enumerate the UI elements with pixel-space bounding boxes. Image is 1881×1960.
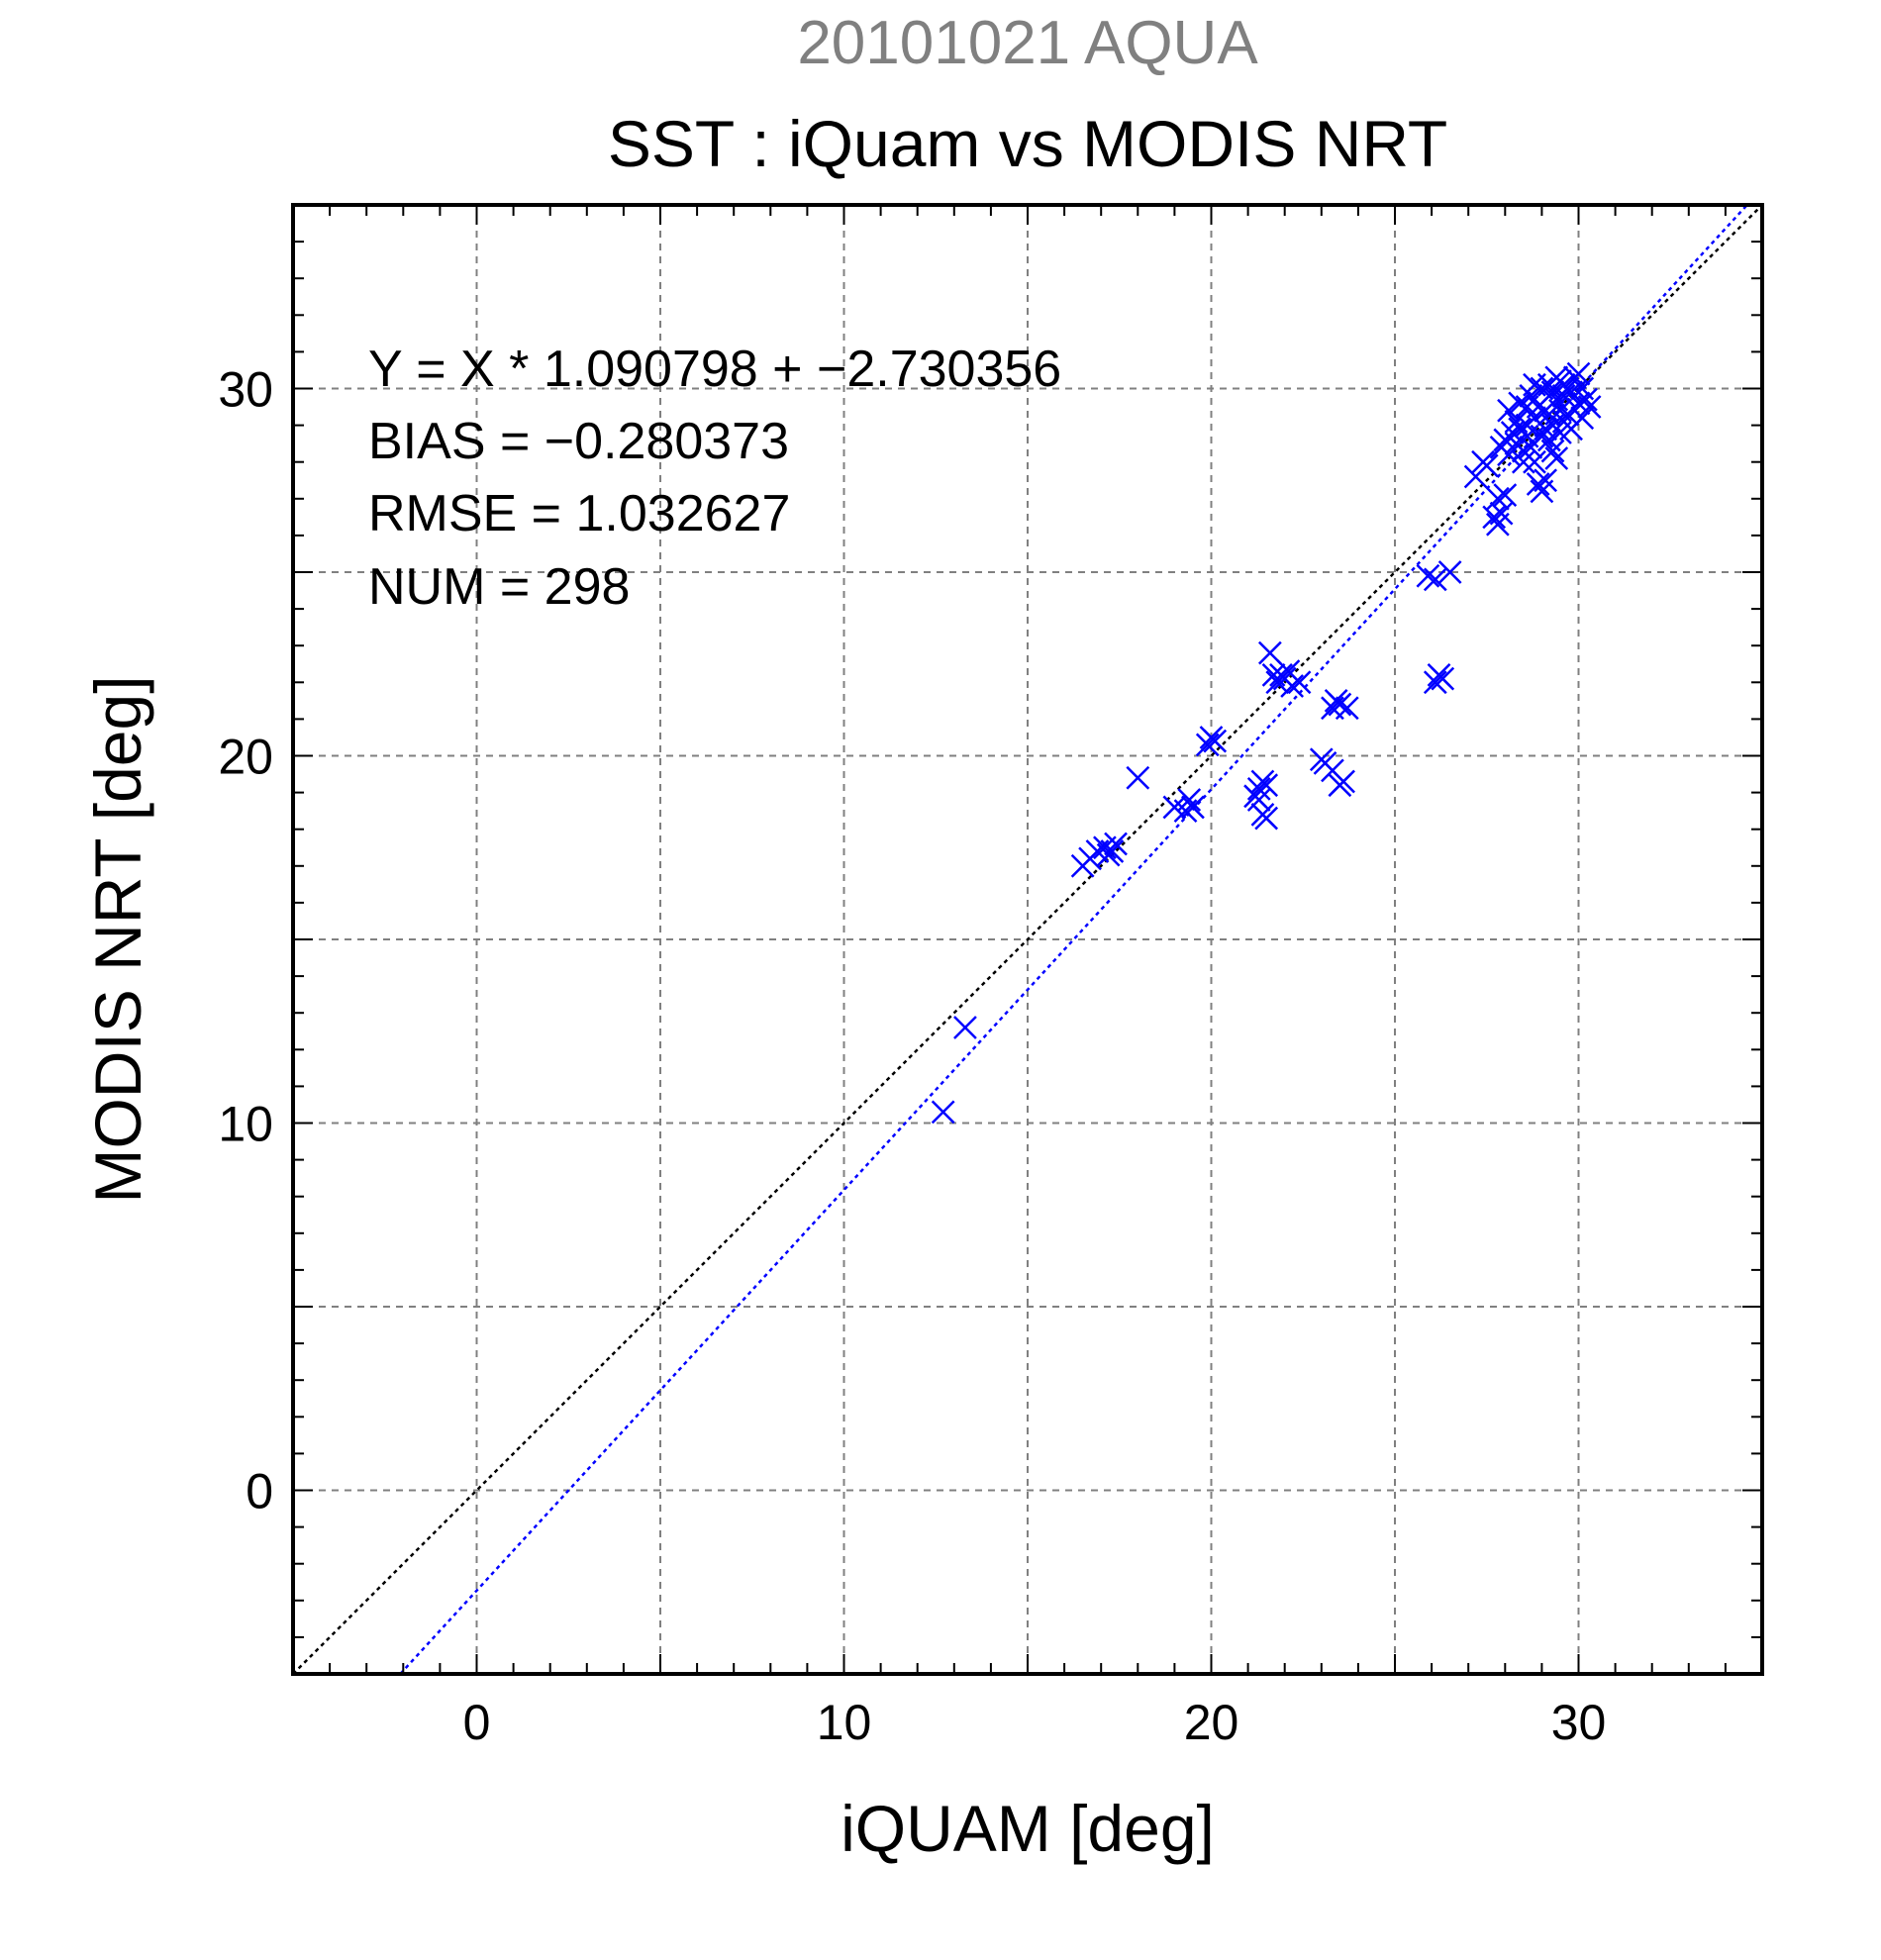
data-point — [1246, 777, 1271, 801]
y-tick-labels: 0 10 20 30 — [218, 362, 273, 1519]
x-tick-labels: 0 10 20 30 — [463, 1695, 1607, 1750]
data-points — [931, 361, 1602, 1125]
data-point — [1181, 795, 1205, 820]
data-point — [1534, 417, 1557, 441]
data-point — [1523, 449, 1546, 474]
data-point — [1431, 666, 1455, 691]
data-point — [1504, 432, 1529, 456]
data-point — [1203, 729, 1228, 753]
data-point — [1246, 788, 1271, 812]
data-point — [1126, 765, 1150, 790]
stats-box: Y = X * 1.090798 + −2.730356 BIAS = −0.2… — [368, 341, 1061, 616]
data-point — [1570, 406, 1595, 431]
data-point — [1257, 640, 1282, 665]
data-point — [1530, 424, 1554, 448]
data-point — [1511, 449, 1535, 474]
data-point — [1096, 842, 1121, 867]
data-point — [1536, 402, 1561, 427]
data-point — [1332, 769, 1355, 794]
data-point — [1508, 391, 1533, 416]
data-point — [1324, 688, 1348, 713]
chart-suptitle: 20101021 AQUA — [797, 9, 1258, 77]
data-point — [1423, 670, 1447, 695]
y-axis-label: MODIS NRT [deg] — [81, 675, 154, 1203]
data-point — [1474, 453, 1499, 478]
stat-bias: BIAS = −0.280373 — [368, 413, 789, 470]
data-point — [1523, 372, 1546, 397]
x-axis-label: iQUAM [deg] — [841, 1792, 1215, 1865]
x-tick-label: 10 — [817, 1695, 872, 1750]
x-tick-label: 0 — [463, 1695, 491, 1750]
x-tick-label: 30 — [1551, 1695, 1607, 1750]
data-point — [1254, 806, 1279, 831]
plot-frame — [291, 203, 1764, 1676]
chart-title: SST : iQuam vs MODIS NRT — [608, 107, 1447, 180]
data-point — [1566, 361, 1591, 386]
stat-num: NUM = 298 — [368, 558, 630, 616]
stat-rmse: RMSE = 1.032627 — [368, 485, 790, 542]
data-point — [1577, 395, 1602, 419]
data-point — [1497, 442, 1521, 467]
reference-lines — [292, 204, 1763, 1675]
data-point — [1485, 486, 1510, 511]
data-point — [1540, 380, 1565, 405]
data-point — [1482, 505, 1507, 530]
data-point — [1544, 446, 1569, 470]
data-point — [1195, 733, 1220, 757]
y-tick-label: 30 — [218, 362, 273, 418]
data-point — [1534, 468, 1557, 493]
data-point — [1493, 483, 1518, 507]
data-point — [931, 1100, 955, 1125]
grid-lines — [293, 205, 1762, 1674]
data-point — [1254, 773, 1279, 798]
data-point — [1515, 413, 1539, 438]
data-point — [1177, 788, 1202, 812]
data-point — [1497, 398, 1521, 423]
data-point — [1551, 372, 1576, 397]
y-tick-label: 20 — [218, 730, 273, 785]
x-tick-label: 20 — [1184, 1695, 1239, 1750]
data-point — [1104, 832, 1128, 856]
data-point — [1416, 563, 1440, 588]
data-point — [953, 1016, 977, 1039]
identity-line — [292, 204, 1763, 1675]
data-point — [1489, 501, 1514, 526]
data-point — [1574, 387, 1598, 412]
data-point — [1269, 662, 1293, 687]
stat-fit-equation: Y = X * 1.090798 + −2.730356 — [368, 341, 1061, 398]
data-point — [1423, 567, 1447, 592]
data-point — [1335, 696, 1359, 721]
data-point — [1540, 439, 1565, 463]
y-tick-label: 0 — [246, 1464, 273, 1519]
data-point — [1437, 560, 1462, 584]
data-point — [1526, 472, 1550, 496]
data-point — [1287, 670, 1312, 695]
y-tick-label: 10 — [218, 1097, 273, 1152]
